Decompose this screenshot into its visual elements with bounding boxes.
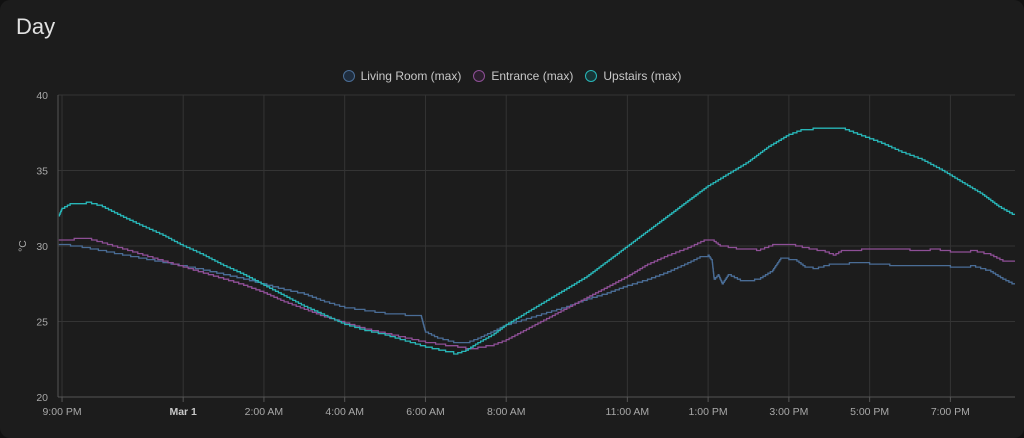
y-tick-label: 35	[36, 166, 48, 178]
x-tick-label: 2:00 AM	[245, 406, 284, 418]
chart-grid	[58, 94, 1015, 398]
card-title: Day	[16, 14, 56, 39]
chart-series	[58, 127, 1015, 355]
legend-item-living-room[interactable]: Living Room (max)	[342, 69, 462, 83]
legend-swatch-entrance	[473, 70, 486, 82]
series-line-upstairs[interactable]	[58, 127, 1015, 355]
y-tick-label: 25	[36, 317, 48, 329]
x-tick-label: 4:00 AM	[325, 406, 364, 418]
x-tick-label: 6:00 AM	[406, 406, 445, 418]
chart-axes: 20 25 30 35 40 9:00 PM Mar 1 2:00 AM 4:00 AM 6:00…	[36, 90, 1015, 418]
legend-swatch-living-room	[342, 70, 355, 82]
x-tick-label: Mar 1	[169, 406, 197, 418]
legend-label: Entrance (max)	[491, 69, 574, 83]
x-tick-label: 3:00 PM	[769, 406, 808, 418]
y-tick-label: 40	[36, 90, 48, 102]
series-line-entrance[interactable]	[58, 237, 1015, 350]
legend-swatch-upstairs	[585, 70, 598, 82]
x-tick-label: 9:00 PM	[42, 406, 81, 418]
x-tick-label: 7:00 PM	[931, 406, 970, 418]
legend-label: Living Room (max)	[360, 69, 462, 83]
x-tick-label: 11:00 AM	[606, 406, 650, 418]
y-tick-label: 20	[36, 392, 48, 404]
x-tick-label: 5:00 PM	[850, 406, 889, 418]
legend-item-upstairs[interactable]: Upstairs (max)	[585, 69, 681, 83]
x-tick-label: 8:00 AM	[487, 406, 526, 418]
y-tick-label: 30	[36, 241, 48, 253]
x-tick-label: 1:00 PM	[689, 406, 728, 418]
legend-label: Upstairs (max)	[603, 69, 682, 83]
series-line-living-room[interactable]	[58, 243, 1015, 344]
y-axis-label: °C	[17, 240, 29, 252]
chart-legend: Living Room (max) Entrance (max) Upstair…	[0, 66, 1024, 86]
legend-item-entrance[interactable]: Entrance (max)	[473, 69, 573, 83]
